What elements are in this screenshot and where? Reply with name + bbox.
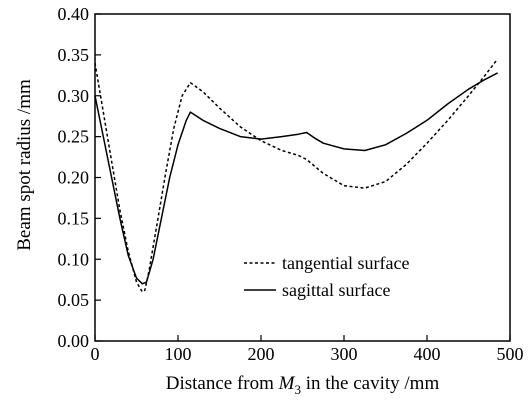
x-tick-label: 100 [165, 344, 192, 364]
x-tick-label: 400 [414, 344, 441, 364]
y-tick-label: 0.00 [58, 331, 90, 351]
legend: tangential surface sagittal surface [244, 253, 409, 300]
series-lines [94, 58, 499, 293]
x-tick-label: 0 [91, 344, 100, 364]
plot-frame [94, 13, 511, 342]
y-tick-label: 0.10 [58, 249, 90, 269]
series-line-dotted [94, 58, 499, 293]
legend-label: sagittal surface [282, 280, 390, 300]
y-tick-label: 0.15 [58, 208, 90, 228]
y-tick-label: 0.35 [58, 45, 90, 65]
axis-ticks: 0 100 200 300 400 500 0.00 0.05 0.10 0.15 0.20 0.25… [58, 4, 524, 364]
y-axis-title: Beam spot radius /mm [14, 79, 35, 251]
y-tick-label: 0.05 [58, 290, 90, 310]
y-tick-label: 0.20 [58, 168, 90, 188]
x-axis-title: Distance from M3 in the cavity /mm [166, 373, 440, 397]
x-tick-label: 500 [497, 344, 524, 364]
y-tick-label: 0.40 [58, 4, 90, 24]
legend-label: tangential surface [282, 253, 409, 273]
series-line-solid [94, 72, 498, 285]
x-tick-label: 300 [331, 344, 358, 364]
y-axis-title-group: Beam spot radius /mm [14, 79, 35, 251]
x-tick-label: 200 [248, 344, 275, 364]
y-tick-label: 0.30 [58, 86, 90, 106]
y-tick-label: 0.25 [58, 127, 90, 147]
